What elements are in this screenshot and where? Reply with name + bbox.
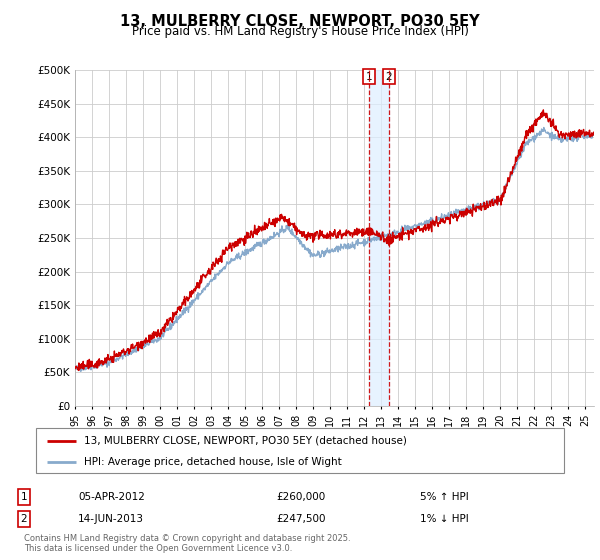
Text: 13, MULBERRY CLOSE, NEWPORT, PO30 5EY: 13, MULBERRY CLOSE, NEWPORT, PO30 5EY — [120, 14, 480, 29]
Text: 05-APR-2012: 05-APR-2012 — [78, 492, 145, 502]
Text: 2: 2 — [20, 514, 28, 524]
Text: £247,500: £247,500 — [276, 514, 325, 524]
Text: 1: 1 — [365, 72, 372, 82]
Text: 1: 1 — [20, 492, 28, 502]
Text: 1% ↓ HPI: 1% ↓ HPI — [420, 514, 469, 524]
Text: HPI: Average price, detached house, Isle of Wight: HPI: Average price, detached house, Isle… — [83, 457, 341, 467]
Text: 13, MULBERRY CLOSE, NEWPORT, PO30 5EY (detached house): 13, MULBERRY CLOSE, NEWPORT, PO30 5EY (d… — [83, 436, 406, 446]
Text: 2: 2 — [386, 72, 392, 82]
Text: £260,000: £260,000 — [276, 492, 325, 502]
Text: 14-JUN-2013: 14-JUN-2013 — [78, 514, 144, 524]
Bar — [369, 70, 389, 406]
FancyBboxPatch shape — [36, 428, 564, 473]
Text: 5% ↑ HPI: 5% ↑ HPI — [420, 492, 469, 502]
Text: Contains HM Land Registry data © Crown copyright and database right 2025.
This d: Contains HM Land Registry data © Crown c… — [24, 534, 350, 553]
Text: Price paid vs. HM Land Registry's House Price Index (HPI): Price paid vs. HM Land Registry's House … — [131, 25, 469, 38]
